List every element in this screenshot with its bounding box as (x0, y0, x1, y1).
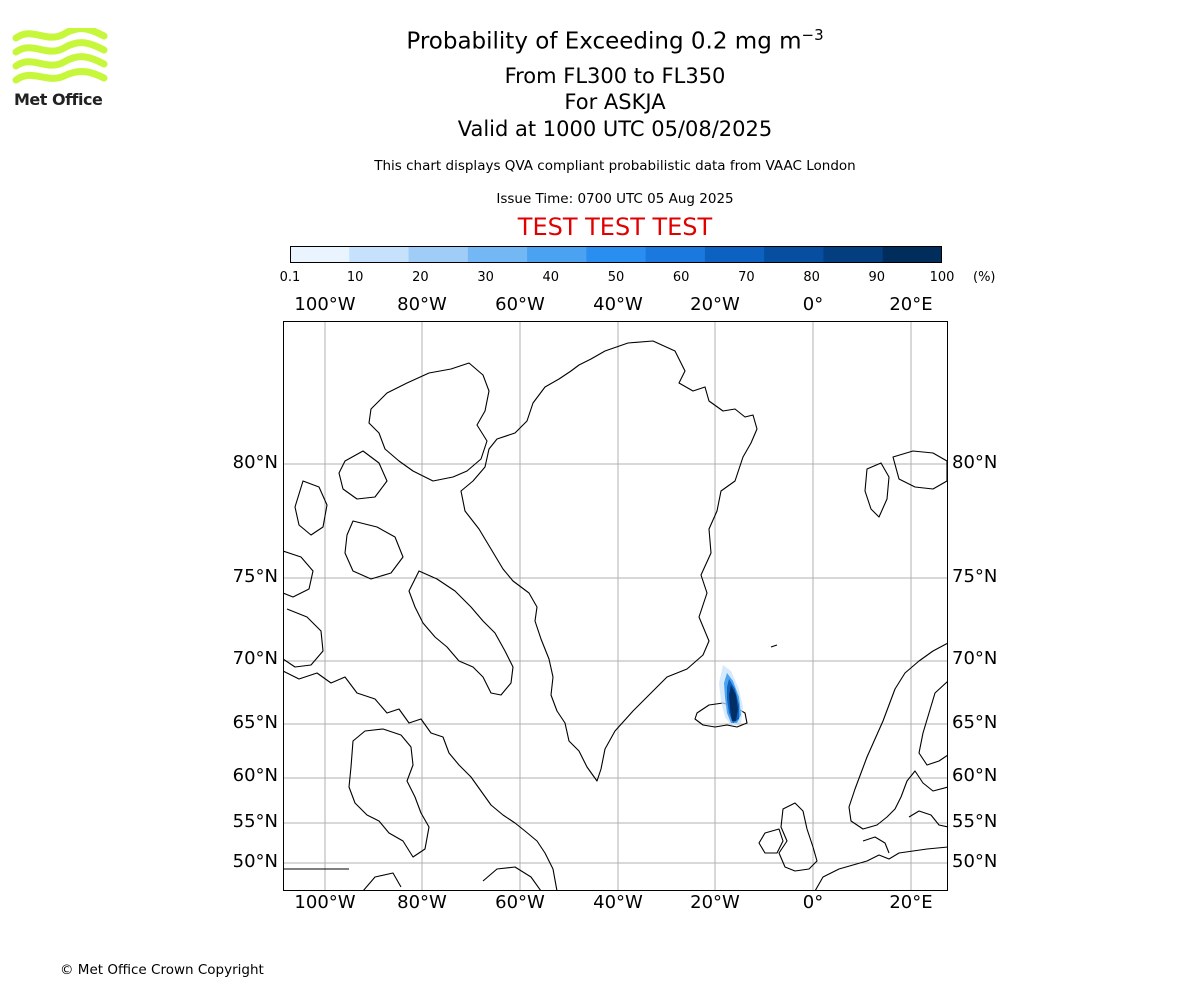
latitude-label: 60°N (952, 765, 998, 786)
colorbar-cell (586, 246, 647, 263)
longitude-label: 100°W (294, 294, 356, 315)
colorbar-cell (408, 246, 469, 263)
latitude-label: 55°N (232, 811, 278, 832)
greenland-coast (460, 340, 758, 782)
colorbar-tick-label: 70 (738, 270, 755, 285)
longitude-label: 80°W (397, 892, 447, 913)
colorbar-tick-label: 60 (672, 270, 690, 285)
longitude-label: 20°E (889, 294, 933, 315)
baffin-island-coast (408, 570, 514, 696)
canada-coast (283, 670, 558, 891)
colorbar-cell (764, 246, 824, 263)
longitude-label: 40°W (593, 294, 643, 315)
svalbard-coast (864, 462, 890, 518)
colorbar-tick-label: 40 (542, 270, 560, 285)
longitude-label: 80°W (397, 294, 447, 315)
chart-title: Probability of Exceeding 0.2 mg m−3 (315, 26, 915, 55)
colorbar-tick-label: 30 (477, 270, 494, 285)
colorbar-tick-label: 90 (868, 270, 886, 285)
volcano-name: For ASKJA (564, 90, 666, 114)
probability-colorbar (290, 246, 942, 263)
map-gridlines (283, 321, 948, 891)
latitude-label: 65°N (952, 712, 998, 733)
longitude-label: 40°W (593, 892, 643, 913)
colorbar-unit: (%) (973, 270, 996, 285)
latitude-label: 75°N (232, 566, 278, 587)
colorbar-cell (645, 246, 706, 263)
title-text: Probability of Exceeding 0.2 mg m (406, 28, 802, 55)
colorbar-cell (823, 246, 884, 263)
scandinavia-coast (848, 642, 948, 830)
flight-levels: From FL300 to FL350 (504, 64, 726, 88)
map-coastlines (283, 340, 948, 891)
latitude-label: 65°N (232, 712, 278, 733)
colorbar-tick-label: 20 (412, 270, 429, 285)
met-office-waves-icon (12, 25, 108, 84)
colorbar-cell (290, 246, 350, 263)
longitude-label: 60°W (495, 892, 545, 913)
colorbar-tick-label: 10 (346, 270, 364, 285)
copyright-notice: © Met Office Crown Copyright (60, 962, 264, 978)
longitude-label: 20°W (690, 892, 740, 913)
ash-probability-map (283, 321, 948, 891)
longitude-label: 60°W (495, 294, 545, 315)
colorbar-tick-label: 80 (803, 270, 820, 285)
longitude-label: 100°W (294, 892, 356, 913)
latitude-label: 75°N (952, 566, 998, 587)
colorbar-cell (467, 246, 528, 263)
colorbar-cell (882, 246, 942, 263)
latitude-label: 50°N (952, 851, 998, 872)
longitude-label: 20°W (690, 294, 740, 315)
latitude-label: 55°N (952, 811, 998, 832)
ash-plume (719, 665, 743, 725)
ellesmere-coast (368, 362, 490, 482)
arctic-islands-coast (338, 450, 388, 500)
latitude-label: 50°N (232, 851, 278, 872)
source-note: This chart displays QVA compliant probab… (374, 158, 856, 174)
colorbar-cell (349, 246, 410, 263)
colorbar-cell (527, 246, 587, 263)
test-banner: TEST TEST TEST (517, 213, 713, 241)
latitude-label: 80°N (952, 452, 998, 473)
colorbar-tick-label: 50 (607, 270, 625, 285)
issue-time: Issue Time: 0700 UTC 05 Aug 2025 (496, 191, 734, 207)
latitude-label: 60°N (232, 765, 278, 786)
europe-coast (814, 846, 948, 891)
colorbar-cell (704, 246, 765, 263)
hudson-bay-coast (348, 728, 430, 858)
latitude-label: 80°N (232, 452, 278, 473)
longitude-label: 0° (802, 294, 824, 315)
latitude-label: 70°N (232, 648, 278, 669)
title-exponent: −3 (801, 26, 824, 44)
iceland-coast (694, 702, 748, 728)
latitude-label: 70°N (952, 648, 998, 669)
great-britain-coast (778, 802, 818, 872)
colorbar-tick-label: 0.1 (279, 270, 301, 285)
ireland-coast (758, 828, 784, 854)
longitude-label: 0° (802, 892, 824, 913)
valid-time: Valid at 1000 UTC 05/08/2025 (457, 117, 773, 141)
longitude-label: 20°E (889, 892, 933, 913)
colorbar-tick-label: 100 (929, 270, 955, 285)
met-office-logo-text: Met Office (14, 90, 103, 109)
met-office-logo: Met Office (12, 25, 112, 114)
